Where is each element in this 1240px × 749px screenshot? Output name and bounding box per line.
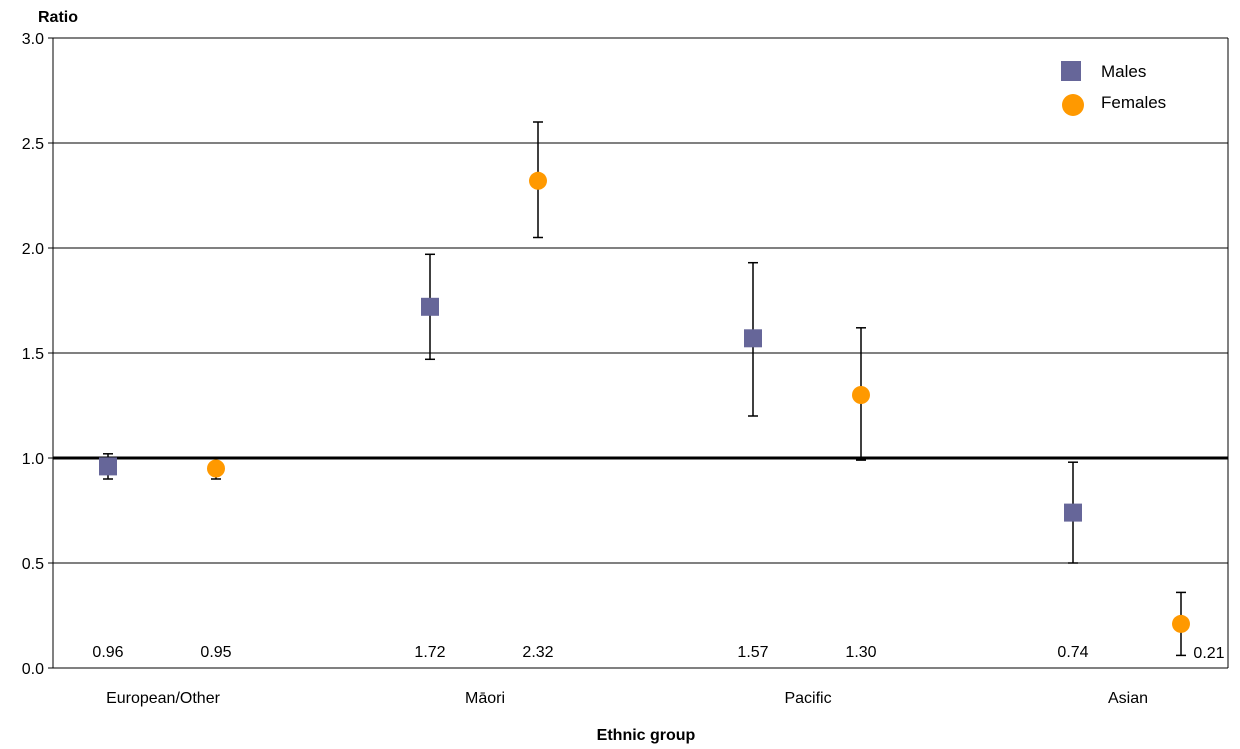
legend: Males Females	[1061, 61, 1166, 116]
y-tick-labels: 0.0 0.5 1.0 1.5 2.0 2.5 3.0	[22, 31, 44, 678]
y-tick-label: 3.0	[22, 31, 44, 48]
y-tick-label: 0.5	[22, 556, 44, 573]
y-tick-label: 2.0	[22, 241, 44, 258]
data-label: 0.96	[92, 644, 123, 661]
legend-females-label: Females	[1101, 93, 1166, 112]
female-point	[529, 171, 547, 190]
legend-males-marker	[1061, 61, 1081, 81]
male-point	[744, 329, 762, 348]
y-tick-label: 0.0	[22, 661, 44, 678]
data-label: 2.32	[522, 644, 553, 661]
data-label: 1.57	[737, 644, 768, 661]
female-point	[207, 459, 225, 478]
y-tick-label: 2.5	[22, 136, 44, 153]
x-category-label: European/Other	[106, 690, 221, 707]
female-point	[1172, 614, 1190, 633]
male-point	[1064, 503, 1082, 522]
legend-females-marker	[1062, 94, 1084, 116]
error-bars	[103, 121, 1186, 657]
data-label: 0.74	[1057, 644, 1088, 661]
male-point	[421, 297, 439, 316]
male-point	[99, 457, 117, 476]
legend-males-label: Males	[1101, 62, 1146, 81]
y-tick-label: 1.5	[22, 346, 44, 363]
data-label: 1.30	[845, 644, 876, 661]
y-axis-title: Ratio	[38, 9, 78, 26]
female-point	[852, 386, 870, 404]
data-points	[99, 171, 1190, 633]
y-tick-label: 1.0	[22, 451, 44, 468]
x-category-label: Asian	[1108, 690, 1148, 707]
x-category-label: Māori	[465, 690, 505, 707]
data-label: 0.95	[200, 644, 231, 661]
x-category-labels: European/Other Māori Pacific Asian	[106, 690, 1148, 707]
data-label: 1.72	[414, 644, 445, 661]
x-axis-title: Ethnic group	[597, 727, 696, 744]
data-labels: 0.96 1.72 1.57 0.74 0.95 2.32 1.30 0.21	[92, 644, 1224, 662]
grid-lines	[48, 37, 1229, 669]
x-category-label: Pacific	[784, 690, 831, 707]
data-label: 0.21	[1193, 645, 1224, 662]
